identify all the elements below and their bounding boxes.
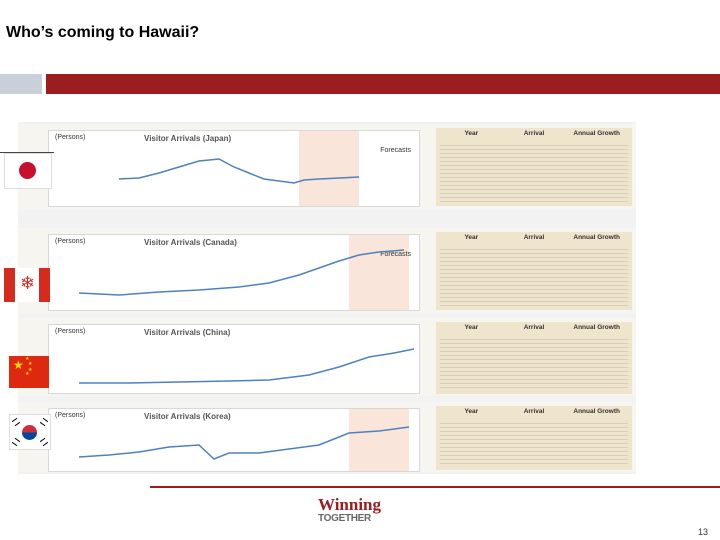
chart-title: Visitor Arrivals (Japan) [144, 134, 232, 143]
chart-korea: (Persons) Visitor Arrivals (Korea) [48, 408, 420, 472]
china-flag-icon: ★ ★ ★ ★ ★ [9, 356, 49, 388]
table-header: Arrival [523, 408, 545, 415]
panel-china: (Persons) Visitor Arrivals (China) Year … [18, 318, 636, 396]
table-header: Arrival [523, 324, 545, 331]
table-header: Year [464, 234, 479, 241]
chart-plot [118, 158, 360, 184]
forecast-label: Forecasts [380, 147, 411, 154]
table-header: Year [464, 408, 479, 415]
logo-line1: Winning [318, 495, 382, 514]
chart-china: (Persons) Visitor Arrivals (China) [48, 324, 420, 394]
chart-title: Visitor Arrivals (China) [144, 328, 231, 337]
data-table-canada: Year Arrival Annual Growth [436, 232, 632, 310]
chart-unit-label: (Persons) [55, 412, 86, 419]
chart-plot [78, 249, 405, 296]
chart-title: Visitor Arrivals (Korea) [144, 412, 231, 421]
forecast-label: Forecasts [380, 251, 411, 258]
data-table-japan: Year Arrival Annual Growth [436, 128, 632, 206]
table-header: Annual Growth [573, 234, 620, 241]
table-header: Year [464, 324, 479, 331]
slide-title: Who’s coming to Hawaii? [6, 24, 200, 41]
panel-canada: (Persons) Visitor Arrivals (Canada) Fore… [18, 228, 636, 313]
forecast-band [349, 235, 409, 310]
chart-plot [78, 426, 410, 460]
panel-japan: (Persons) Visitor Arrivals (Japan) Forec… [18, 124, 636, 209]
table-header: Year [464, 130, 479, 137]
korea-flag-icon [9, 414, 51, 450]
chart-japan: (Persons) Visitor Arrivals (Japan) Forec… [48, 130, 420, 207]
table-header: Arrival [523, 234, 545, 241]
table-header: Annual Growth [573, 130, 620, 137]
chart-plot [79, 348, 415, 384]
forecast-band [349, 409, 409, 471]
divider-line [0, 152, 54, 153]
footer-line [150, 486, 720, 488]
winning-together-logo: Winning TOGETHER [318, 496, 388, 530]
logo-line2: TOGETHER [318, 513, 371, 524]
chart-unit-label: (Persons) [55, 328, 86, 335]
charts-image: (Persons) Visitor Arrivals (Japan) Forec… [18, 122, 636, 474]
table-header: Annual Growth [573, 408, 620, 415]
data-table-korea: Year Arrival Annual Growth [436, 406, 632, 470]
japan-flag-icon [4, 153, 52, 189]
chart-title: Visitor Arrivals (Canada) [144, 238, 237, 247]
header-bar-gray [0, 74, 42, 94]
chart-unit-label: (Persons) [55, 134, 86, 141]
panel-korea: (Persons) Visitor Arrivals (Korea) Year … [18, 402, 636, 472]
forecast-band [299, 131, 359, 206]
data-table-china: Year Arrival Annual Growth [436, 322, 632, 394]
chart-unit-label: (Persons) [55, 238, 86, 245]
table-header: Annual Growth [573, 324, 620, 331]
page-number: 13 [697, 527, 708, 537]
chart-canada: (Persons) Visitor Arrivals (Canada) Fore… [48, 234, 420, 311]
canada-flag-icon: ❄ [4, 268, 50, 302]
header-bar-red [46, 74, 720, 94]
table-header: Arrival [523, 130, 545, 137]
